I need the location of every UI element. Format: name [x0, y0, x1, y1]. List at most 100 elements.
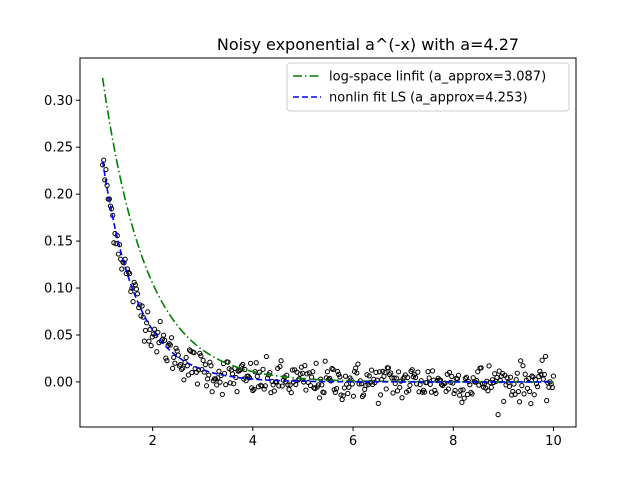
scatter-point: [368, 367, 375, 373]
scatter-point: [160, 332, 167, 338]
scatter-point: [251, 386, 257, 392]
scatter-point: [198, 353, 204, 359]
scatter-point: [469, 391, 475, 397]
scatter-point: [177, 361, 184, 368]
scatter-point: [415, 369, 421, 375]
scatter-point: [442, 380, 448, 386]
x-tick-label: 6: [349, 434, 357, 449]
scatter-point: [432, 387, 438, 394]
scatter-point: [549, 384, 555, 391]
scatter-point: [276, 383, 282, 389]
scatter-point: [273, 378, 280, 385]
scatter-point: [206, 372, 212, 378]
scatter-point: [412, 374, 419, 380]
scatter-point: [383, 386, 389, 392]
scatter-point: [375, 400, 381, 406]
scatter-point: [216, 368, 222, 374]
scatter-point: [542, 353, 549, 359]
scatter-point: [202, 362, 208, 368]
scatter-point: [445, 386, 451, 392]
scatter-point: [179, 366, 185, 372]
scatter-point: [494, 374, 500, 381]
scatter-point: [346, 384, 352, 390]
scatter-point: [164, 358, 170, 364]
series-line-1: [101, 77, 554, 383]
scatter-point: [289, 367, 295, 373]
scatter-point: [418, 378, 424, 384]
scatter-point: [521, 391, 527, 397]
y-tick-label: 0.10: [44, 282, 73, 297]
scatter-point: [134, 291, 141, 297]
scatter-point: [512, 391, 518, 397]
legend-label-2: nonlin fit LS (a_approx=4.253): [329, 91, 528, 106]
scatter-point: [354, 370, 360, 376]
scatter-point: [422, 389, 428, 395]
scatter-point: [515, 388, 522, 395]
scatter-point: [535, 384, 541, 390]
scatter-point: [261, 386, 267, 392]
scatter-point: [208, 363, 214, 369]
scatter-point: [333, 386, 340, 392]
scatter-point: [215, 375, 221, 381]
scatter-point: [467, 382, 473, 388]
scatter-point: [302, 363, 308, 369]
scatter-point: [399, 395, 405, 401]
scatter-point: [185, 372, 192, 378]
scatter-point: [539, 357, 545, 363]
scatter-point: [460, 387, 466, 393]
scatter-point: [486, 363, 492, 369]
scatter-point: [405, 374, 411, 381]
scatter-point: [345, 390, 351, 397]
scatter-point: [181, 377, 187, 383]
scatter-point: [449, 373, 455, 379]
scatter-point: [396, 369, 402, 375]
scatter-point: [501, 398, 507, 405]
scatter-point: [229, 371, 236, 377]
scatter-point: [363, 382, 369, 389]
scatter-point: [203, 383, 210, 389]
axes-frame: [79, 57, 577, 428]
scatter-point: [429, 368, 436, 374]
scatter-point: [355, 361, 361, 367]
scatter-point: [162, 337, 168, 343]
y-tick-label: 0.30: [44, 94, 73, 109]
scatter-point: [310, 369, 316, 375]
scatter-point: [478, 365, 484, 371]
scatter-point: [223, 382, 229, 388]
scatter-point: [271, 388, 277, 394]
scatter-point: [293, 381, 299, 388]
scatter-point: [353, 365, 359, 371]
scatter-point: [250, 387, 256, 394]
scatter-point: [537, 368, 543, 374]
scatter-point: [407, 382, 413, 388]
scatter-point: [260, 366, 266, 372]
scatter-point: [463, 374, 470, 380]
scatter-point: [514, 370, 520, 376]
scatter-point: [495, 412, 501, 418]
y-tick-label: 0.15: [44, 235, 73, 250]
scatter-point: [309, 374, 315, 380]
y-tick-label: 0.20: [44, 188, 73, 203]
scatter-point: [358, 381, 364, 387]
scatter-point: [319, 382, 325, 388]
scatter-point: [166, 341, 172, 347]
scatter-point: [285, 382, 291, 388]
scatter-point: [242, 366, 248, 373]
scatter-point: [433, 390, 439, 397]
scatter-point: [409, 367, 415, 373]
scatter-point: [451, 390, 457, 397]
y-tick-label: 0.25: [44, 141, 73, 156]
scatter-point: [240, 361, 246, 368]
scatter-point: [525, 375, 532, 382]
scatter-point: [426, 375, 432, 381]
scatter-point: [496, 368, 502, 374]
y-tick-label: 0.05: [44, 328, 73, 343]
legend: log-space linfit (a_approx=3.087)nonlin …: [286, 62, 570, 112]
scatter-point: [103, 166, 109, 173]
scatter-point: [146, 338, 152, 344]
scatter-point: [450, 380, 456, 386]
scatter-point: [313, 360, 319, 366]
scatter-point: [336, 371, 342, 377]
scatter-point: [377, 392, 384, 398]
scatter-point: [173, 345, 179, 351]
